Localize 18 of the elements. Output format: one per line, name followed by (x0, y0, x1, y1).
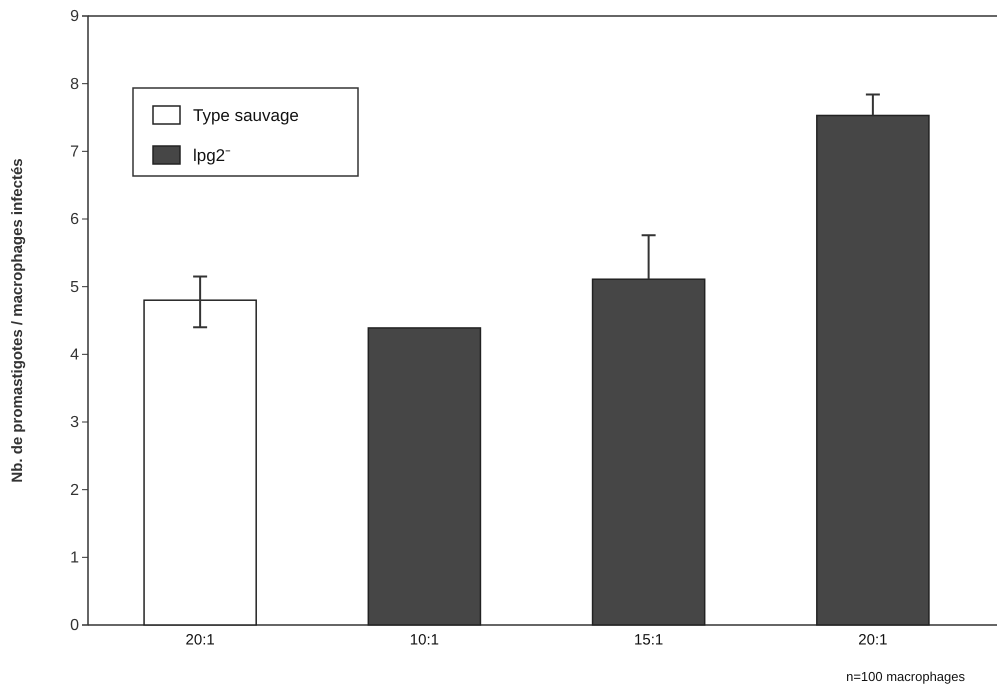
y-axis-title: Nb. de promastigotes / macrophages infectés (9, 158, 26, 483)
y-tick-label: 7 (70, 143, 80, 160)
y-tick-label: 8 (70, 76, 80, 93)
y-tick-label: 9 (70, 8, 80, 26)
y-tick-label: 0 (70, 617, 80, 634)
text: n=100 macrophages (846, 669, 966, 684)
legend-label: Type sauvage (193, 106, 299, 125)
y-tick-label: 6 (70, 211, 80, 228)
x-tick-label: 20:1 (858, 632, 888, 648)
x-tick-label: 10:1 (410, 632, 439, 648)
legend-label: lpg2⁻ (193, 146, 232, 165)
y-tick-label: 4 (70, 346, 80, 364)
y-tick-label: 5 (70, 278, 80, 296)
x-tick-label: 15:1 (634, 632, 664, 648)
y-tick-label: 1 (70, 549, 80, 566)
y-tick-label: 3 (70, 414, 80, 432)
x-tick-label: 20:1 (186, 632, 215, 648)
y-tick-label: 2 (70, 482, 80, 499)
